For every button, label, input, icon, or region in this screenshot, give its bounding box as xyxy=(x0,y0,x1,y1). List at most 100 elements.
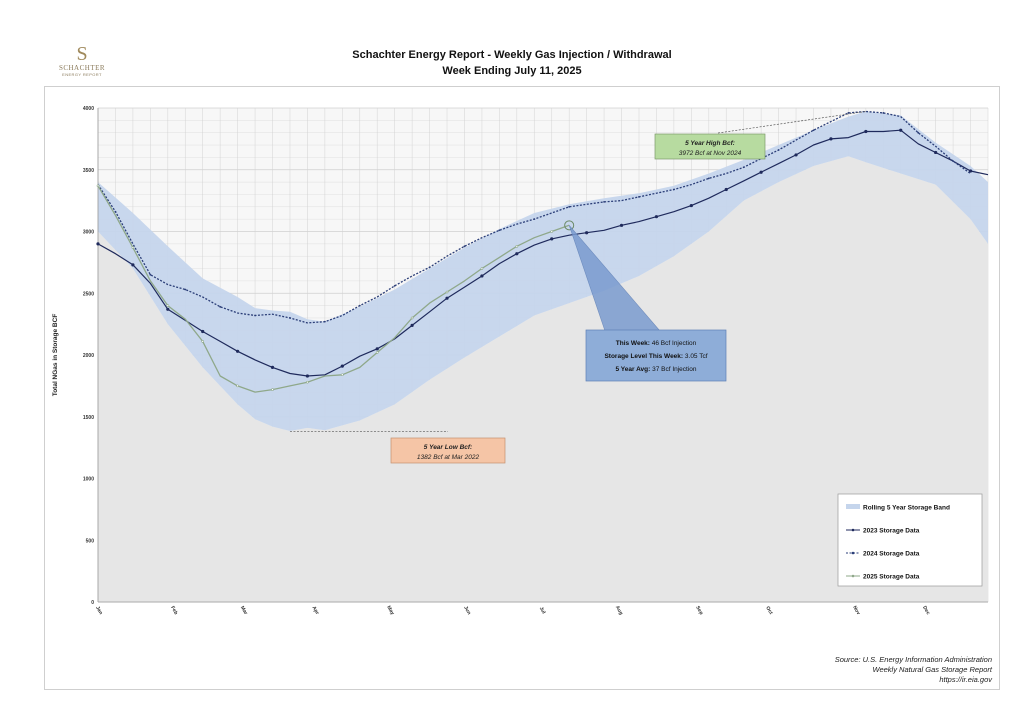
data-point-2024 xyxy=(707,177,710,180)
data-point-2025 xyxy=(201,340,205,343)
data-point-2025 xyxy=(445,290,449,294)
series-line-2023 xyxy=(97,129,989,377)
legend-label: 2023 Storage Data xyxy=(863,528,920,535)
data-point-2024 xyxy=(498,229,501,232)
legend-label: 2024 Storage Data xyxy=(863,551,920,558)
current-week-marker xyxy=(564,220,575,231)
data-point-2025 xyxy=(306,380,309,384)
legend-swatch-marker xyxy=(851,574,855,578)
chart-subtitle: Week Ending July 11, 2025 xyxy=(442,65,582,77)
below-band-area xyxy=(98,156,988,602)
data-point-2023 xyxy=(585,231,589,235)
week-callout-five-year-avg: 5 Year Avg: 37 Bcf Injection xyxy=(615,366,696,373)
week-callout-box xyxy=(585,329,727,382)
y-tick-label: 3000 xyxy=(83,230,94,236)
data-point-2023 xyxy=(864,129,868,134)
week-callout-injection-label: This Week: xyxy=(616,340,650,347)
source-note: Source: U.S. Energy Information Administ… xyxy=(835,655,992,685)
data-point-2023 xyxy=(968,169,973,173)
data-point-2023 xyxy=(166,307,170,311)
data-point-2023 xyxy=(480,274,484,278)
week-callout-five-year-avg-value: 37 Bcf Injection xyxy=(650,366,697,373)
legend-label: 2025 Storage Data xyxy=(863,574,920,581)
data-point-2024 xyxy=(847,112,850,114)
data-point-2023 xyxy=(934,150,938,155)
logo-mark: S xyxy=(76,43,88,65)
data-point-2023 xyxy=(515,252,519,256)
chart-frame xyxy=(44,86,1000,690)
data-point-2024 xyxy=(254,314,256,317)
data-point-2025 xyxy=(96,184,100,188)
data-point-2024 xyxy=(149,273,152,276)
series-line-2025 xyxy=(97,185,570,393)
data-point-2024 xyxy=(812,129,815,132)
legend-box xyxy=(837,493,983,587)
data-point-2025 xyxy=(410,316,414,320)
week-callout-injection-value: 46 Bcf Injection xyxy=(650,340,697,347)
week-callout-five-year-avg-label: 5 Year Avg: xyxy=(615,366,650,373)
data-point-2023 xyxy=(689,203,693,208)
data-point-2024 xyxy=(672,188,675,191)
data-point-2024 xyxy=(638,196,640,198)
high-callout-text: 3972 Bcf at Nov 2024 xyxy=(679,150,742,157)
y-tick-label: 2000 xyxy=(83,353,94,359)
x-tick-label: Jun xyxy=(462,605,472,616)
high-callout-box xyxy=(654,133,766,160)
data-point-2023 xyxy=(270,365,275,369)
data-point-2024 xyxy=(882,112,885,114)
x-tick-label: Dec xyxy=(921,605,931,616)
x-tick-label: Mar xyxy=(239,605,249,616)
x-tick-label: Jul xyxy=(538,606,547,616)
data-point-2024 xyxy=(289,317,291,319)
legend: Rolling 5 Year Storage Band 2023 Storage … xyxy=(837,493,983,587)
data-point-2025 xyxy=(271,388,274,391)
data-point-2024 xyxy=(463,245,466,248)
data-point-2024 xyxy=(603,200,605,203)
week-callout-storage-label: Storage Level This Week: xyxy=(604,353,683,360)
source-line-1: Source: U.S. Energy Information Administ… xyxy=(834,655,992,664)
data-point-2025 xyxy=(550,230,554,233)
data-point-2023 xyxy=(201,329,205,334)
series-2023 xyxy=(96,128,989,378)
data-point-2024 xyxy=(533,218,536,221)
x-tick-label: May xyxy=(385,605,395,617)
data-point-2025 xyxy=(341,373,344,377)
data-point-2024 xyxy=(952,160,954,163)
data-point-2024 xyxy=(568,205,571,208)
logo-name: SCHACHTER xyxy=(58,64,106,72)
source-line-2: Weekly Natural Gas Storage Report xyxy=(872,665,993,674)
data-point-2024 xyxy=(114,210,117,213)
data-point-2024 xyxy=(219,305,222,308)
legend-swatch-marker xyxy=(851,528,855,532)
y-tick-label: 500 xyxy=(86,538,95,544)
y-axis-label: Total NGas in Storage BCF xyxy=(52,314,59,397)
source-line-3: https://ir.eia.gov xyxy=(939,675,992,684)
data-point-2024 xyxy=(777,149,780,151)
x-tick-label: Feb xyxy=(169,605,179,616)
x-tick-label: Aug xyxy=(614,605,624,616)
week-callout-injection: This Week: 46 Bcf Injection xyxy=(616,340,697,347)
data-point-2023 xyxy=(550,237,554,241)
x-tick-label: Jan xyxy=(94,605,104,615)
data-point-2023 xyxy=(375,347,379,351)
week-callout-storage: Storage Level This Week: 3.05 Tcf xyxy=(604,353,707,360)
x-tick-label: Oct xyxy=(764,605,774,616)
data-point-2023 xyxy=(759,170,763,174)
data-point-2023 xyxy=(654,215,659,219)
data-point-2024 xyxy=(917,131,920,134)
low-callout-title: 5 Year Low Bcf: xyxy=(424,444,472,451)
data-point-2024 xyxy=(393,284,396,287)
data-point-2024 xyxy=(742,166,745,169)
low-callout-box xyxy=(390,437,506,464)
y-tick-label: 4000 xyxy=(83,106,94,112)
data-point-2024 xyxy=(323,320,326,323)
data-point-2024 xyxy=(358,304,361,307)
y-tick-label: 0 xyxy=(91,600,94,606)
data-point-2023 xyxy=(340,364,344,368)
five-year-storage-band xyxy=(98,111,988,431)
schachter-logo: S SCHACHTER ENERGY REPORT xyxy=(52,44,112,78)
high-callout-leader xyxy=(717,111,866,134)
data-point-2023 xyxy=(794,153,798,157)
high-callout-title: 5 Year High Bcf: xyxy=(685,140,735,147)
data-point-2024 xyxy=(428,266,431,269)
